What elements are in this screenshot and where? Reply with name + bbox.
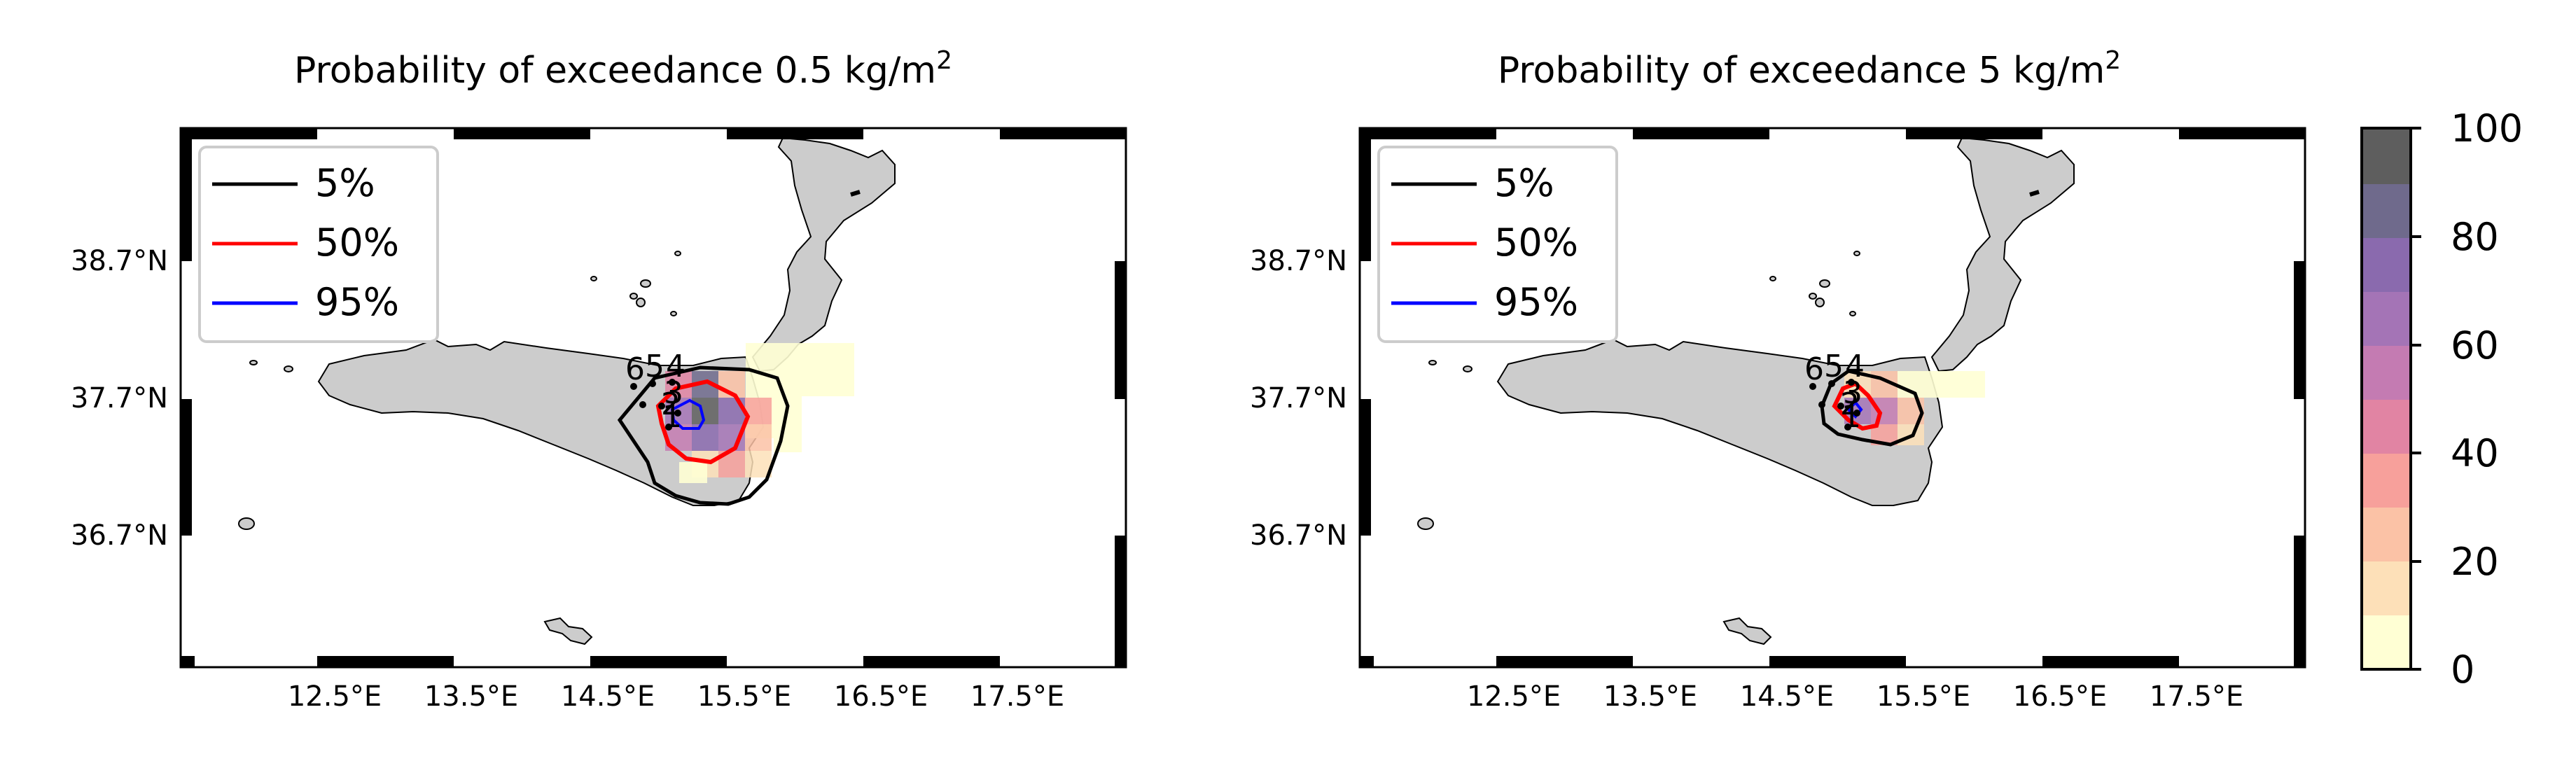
colorbar-tick-60: 60 bbox=[2451, 323, 2499, 368]
legend-label-5pct: 5% bbox=[315, 161, 375, 205]
colorbar-tick-0: 0 bbox=[2451, 648, 2474, 692]
vent-label-6: 6 bbox=[1804, 351, 1824, 387]
vent-label-4: 4 bbox=[666, 349, 685, 384]
vent-label-1: 1 bbox=[1842, 399, 1861, 435]
colorbar-level-1 bbox=[2362, 561, 2411, 615]
panel-left-title: Probability of exceedance 0.5 kg/m2 bbox=[294, 46, 952, 92]
x-tick: 13.5°E bbox=[424, 680, 518, 713]
x-tick: 15.5°E bbox=[1877, 680, 1970, 713]
panel-right: Probability of exceedance 5 kg/m2 bbox=[1250, 46, 2306, 713]
colorbar-level-5 bbox=[2362, 345, 2411, 400]
colorbar: 0 20 40 60 80 100 bbox=[2360, 106, 2523, 692]
legend-label-50pct: 50% bbox=[1494, 221, 1578, 265]
y-tick: 36.7°N bbox=[1250, 519, 1347, 552]
legend-label-95pct: 95% bbox=[315, 280, 399, 324]
y-tick: 38.7°N bbox=[71, 245, 168, 277]
colorbar-tick-100: 100 bbox=[2451, 106, 2523, 151]
legend-label-50pct: 50% bbox=[315, 221, 399, 265]
colorbar-level-8 bbox=[2362, 183, 2411, 238]
frame-border bbox=[181, 128, 1126, 667]
x-tick: 17.5°E bbox=[970, 680, 1064, 713]
panel-right-title: Probability of exceedance 5 kg/m2 bbox=[1498, 46, 2121, 92]
panel-left: Probability of exceedance 0.5 kg/m2 bbox=[71, 46, 1127, 713]
legend-label-5pct: 5% bbox=[1494, 161, 1554, 205]
colorbar-level-9 bbox=[2362, 130, 2411, 184]
colorbar-level-2 bbox=[2362, 507, 2411, 561]
land-calabria bbox=[751, 137, 896, 372]
x-tick: 13.5°E bbox=[1603, 680, 1697, 713]
vent-points bbox=[1809, 379, 1860, 431]
x-tick: 12.5°E bbox=[288, 680, 382, 713]
vent-label-2: 2 bbox=[661, 386, 681, 422]
vent-label-2: 2 bbox=[1840, 386, 1860, 422]
colorbar-tick-80: 80 bbox=[2451, 215, 2499, 259]
x-tick: 16.5°E bbox=[2013, 680, 2107, 713]
colorbar-level-0 bbox=[2362, 615, 2411, 669]
colorbar-level-6 bbox=[2362, 291, 2411, 346]
colorbar-tick-20: 20 bbox=[2451, 540, 2499, 584]
y-tick: 38.7°N bbox=[1250, 245, 1347, 277]
vent-label-6: 6 bbox=[625, 351, 645, 387]
colorbar-level-7 bbox=[2362, 237, 2411, 292]
vent-points bbox=[630, 379, 681, 431]
x-tick: 14.5°E bbox=[1740, 680, 1834, 713]
x-tick: 16.5°E bbox=[834, 680, 928, 713]
contour-5pct bbox=[1820, 369, 1924, 447]
vent-label-4: 4 bbox=[1845, 349, 1865, 384]
x-tick: 15.5°E bbox=[697, 680, 791, 713]
y-tick: 37.7°N bbox=[71, 382, 168, 414]
vent-label-5: 5 bbox=[1824, 349, 1844, 384]
y-tick: 37.7°N bbox=[1250, 382, 1347, 414]
vent-label-5: 5 bbox=[645, 349, 664, 384]
vent-label-1: 1 bbox=[662, 399, 682, 435]
contour-50pct bbox=[1832, 381, 1883, 431]
vent-label-3: 3 bbox=[664, 375, 683, 411]
colorbar-tick-40: 40 bbox=[2451, 431, 2499, 475]
contour-95pct bbox=[670, 398, 706, 430]
contour-50pct bbox=[655, 379, 751, 465]
vent-label-3: 3 bbox=[1843, 375, 1863, 411]
y-tick: 36.7°N bbox=[71, 519, 168, 552]
x-tick: 12.5°E bbox=[1467, 680, 1561, 713]
colorbar-level-3 bbox=[2362, 453, 2411, 508]
legend: 5% 50% 95% bbox=[1377, 146, 1618, 343]
colorbar-level-4 bbox=[2362, 399, 2411, 454]
land-calabria bbox=[1930, 137, 2075, 372]
x-tick: 17.5°E bbox=[2150, 680, 2243, 713]
legend: 5% 50% 95% bbox=[198, 146, 439, 343]
x-tick: 14.5°E bbox=[561, 680, 655, 713]
contour-95pct bbox=[1846, 400, 1863, 419]
contour-5pct bbox=[617, 365, 790, 506]
legend-label-95pct: 95% bbox=[1494, 280, 1578, 324]
frame-border bbox=[1360, 128, 2305, 667]
